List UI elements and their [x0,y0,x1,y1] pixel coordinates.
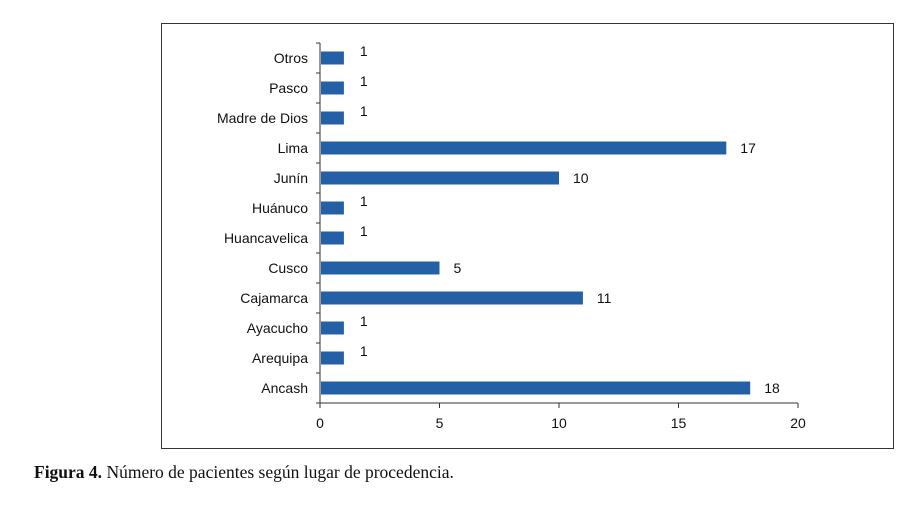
category-label: Otros [274,50,308,66]
data-label: 11 [597,290,612,306]
x-tick-label: 15 [671,415,687,431]
category-label: Lima [278,140,309,156]
x-tick-label: 5 [436,415,444,431]
category-label: Huancavelica [224,230,308,246]
bar [321,171,559,185]
bar [321,141,727,155]
bar [321,291,583,305]
bar [321,51,344,65]
data-label: 1 [360,73,368,89]
figure-caption: Figura 4. Número de pacientes según luga… [34,462,454,483]
data-label: 10 [573,170,589,186]
bar [321,201,344,215]
category-label: Arequipa [252,350,308,366]
category-label: Pasco [269,80,308,96]
data-label: 5 [454,260,462,276]
bar [321,231,344,245]
category-label: Ancash [261,380,308,396]
bar [321,111,344,125]
x-tick-label: 0 [316,415,324,431]
bar [321,261,440,275]
bar [321,381,751,395]
data-label: 18 [764,380,780,396]
category-label: Cusco [268,260,308,276]
x-tick-label: 20 [790,415,806,431]
data-label: 17 [740,140,756,156]
caption-text: Número de pacientes según lugar de proce… [106,462,454,482]
chart-frame: 0 5 10 15 20 Otros 1 Pasco 1 Madre de Dios 1 Lima 17… [161,23,894,449]
category-label: Ayacucho [247,320,308,336]
category-label: Junín [274,170,308,186]
data-label: 1 [360,43,368,59]
data-label: 1 [360,223,368,239]
category-label: Madre de Dios [217,110,308,126]
bar [321,321,344,335]
bar [321,351,344,365]
data-label: 1 [360,103,368,119]
category-label: Cajamarca [240,290,308,306]
bar [321,81,344,95]
category-label: Huánuco [252,200,308,216]
x-tick-label: 10 [551,415,567,431]
data-label: 1 [360,193,368,209]
data-label: 1 [360,313,368,329]
caption-label: Figura 4. [34,462,103,482]
data-label: 1 [360,343,368,359]
